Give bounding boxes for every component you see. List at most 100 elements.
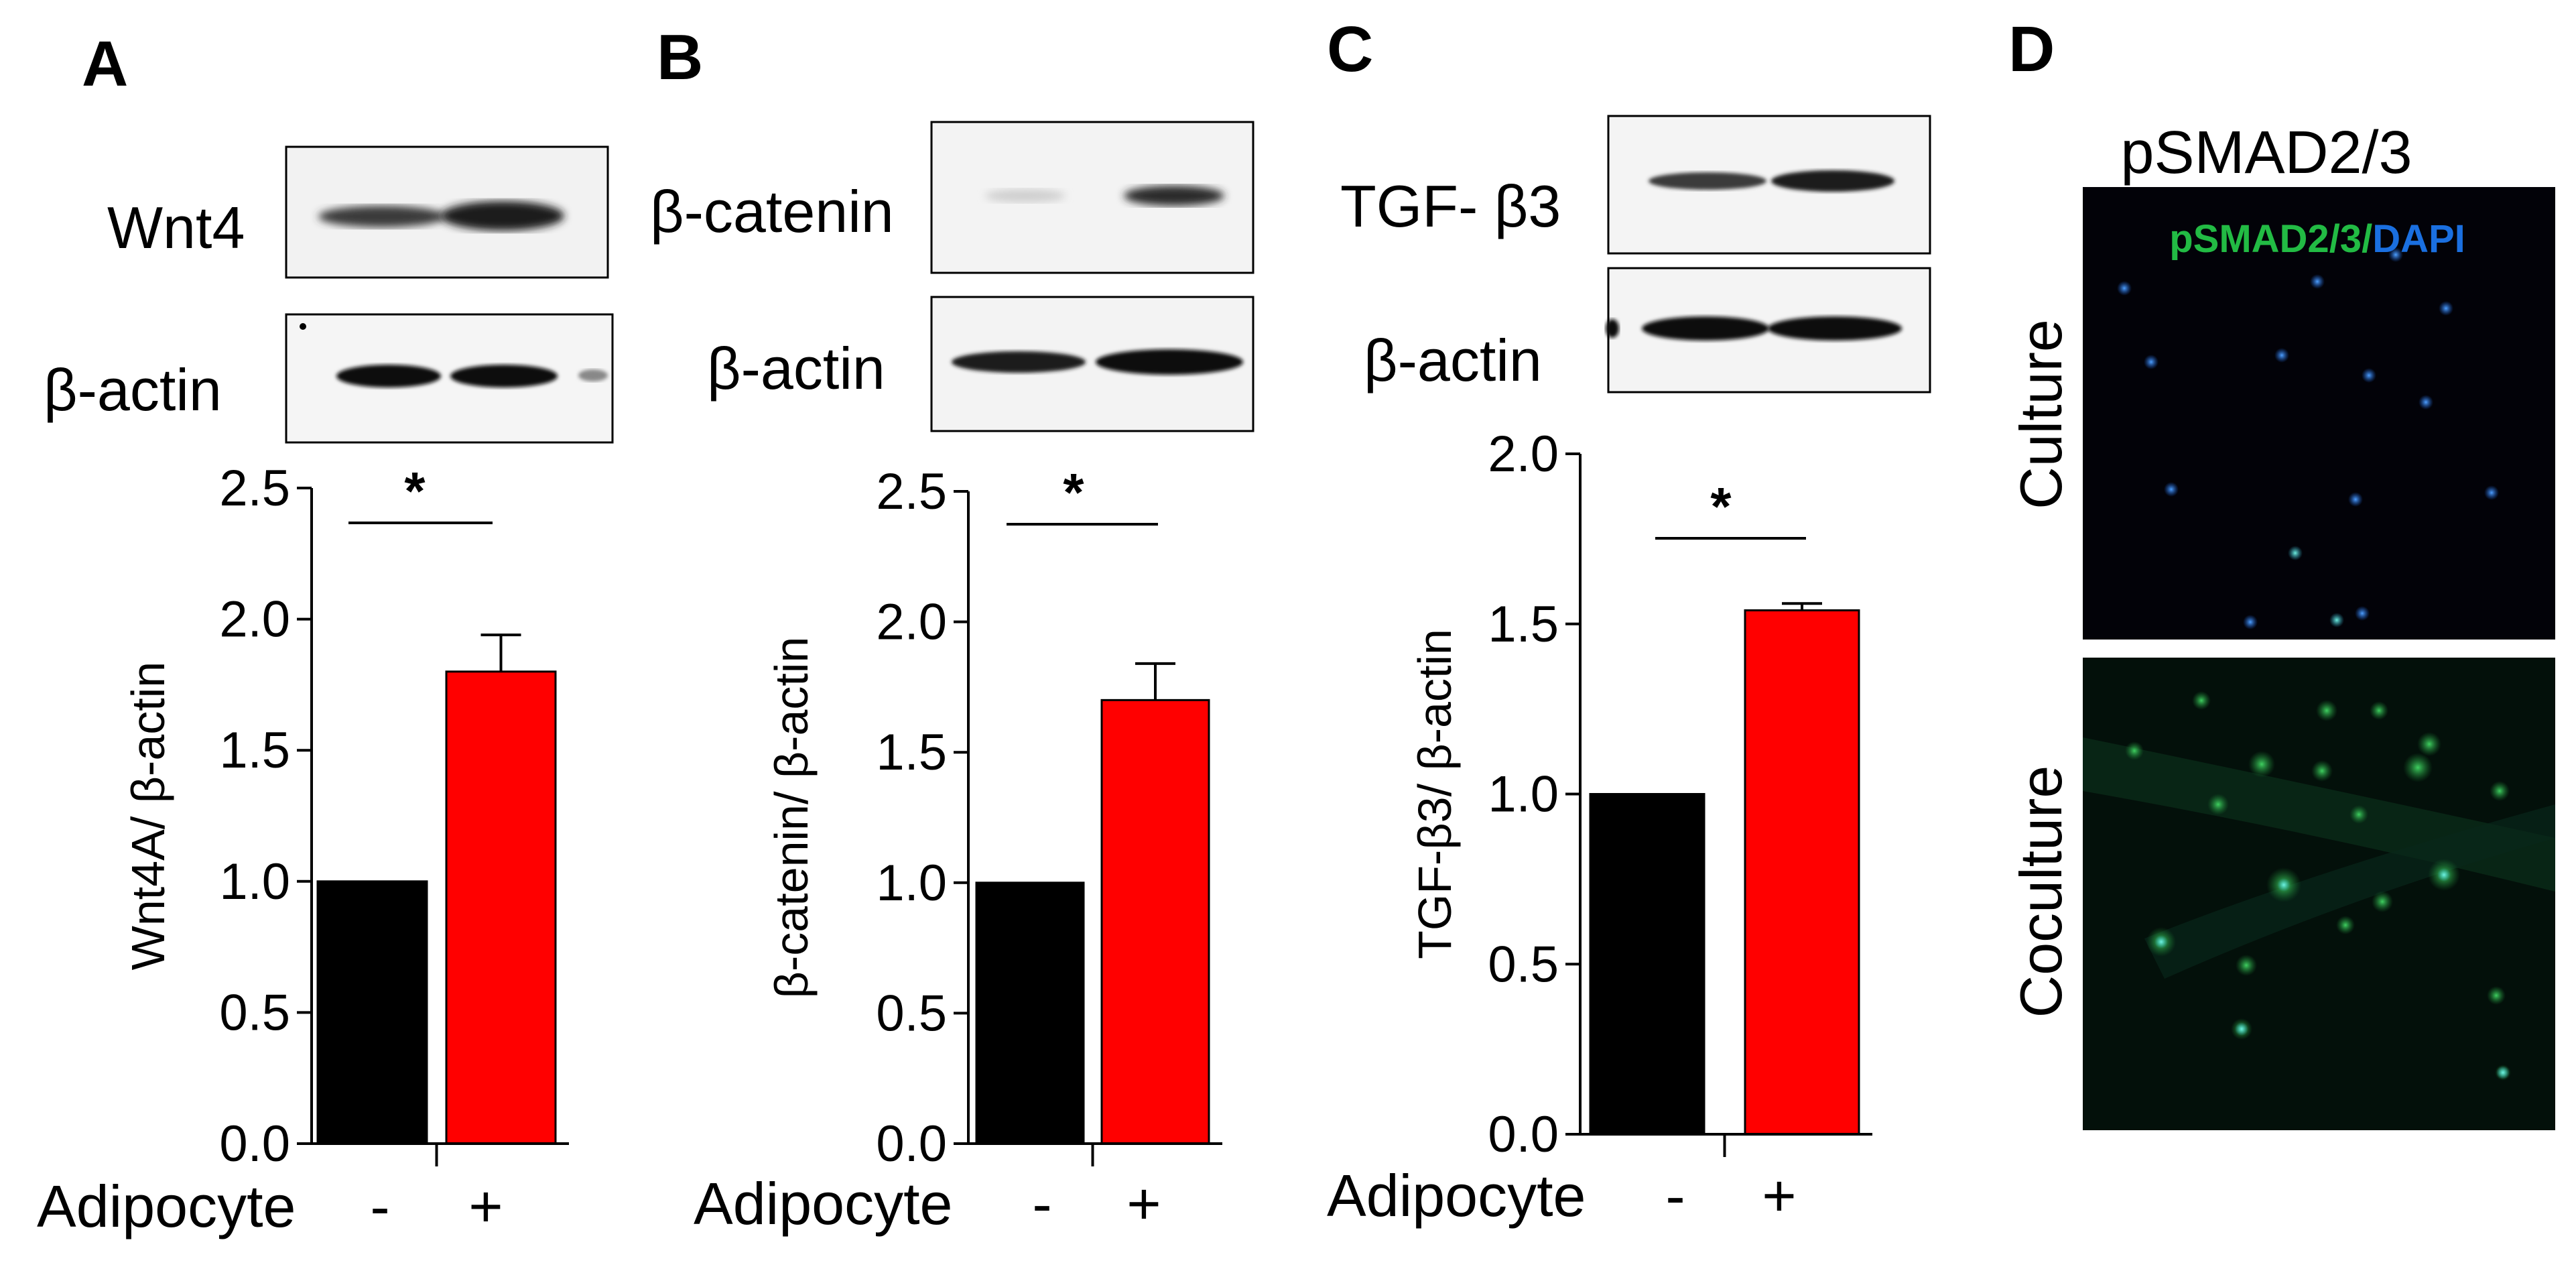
y-tick-label: 2.0: [876, 594, 947, 651]
bar: [975, 882, 1085, 1145]
nucleus-dot: [2164, 482, 2179, 497]
pSMAD-cell: [2487, 986, 2506, 1005]
y-tick-label: 1.5: [876, 724, 947, 781]
nucleus-dot: [2117, 281, 2132, 296]
y-tick-label: 1.5: [1488, 596, 1559, 653]
bar-chart: 0.0 0.5 1.0 1.5 2.0 Adipocyte - + TGF-β3/ β-acti…: [1327, 426, 1872, 1229]
nucleus-dot: [2243, 615, 2258, 629]
y-tick-label: 0.5: [876, 985, 947, 1042]
pSMAD-cell: [2372, 891, 2393, 912]
nucleus-dot: [2274, 348, 2289, 363]
panel-letter: D: [2008, 13, 2055, 85]
nucleus-dot: [2277, 878, 2291, 892]
x-category-label: +: [1762, 1162, 1796, 1229]
significance-star: *: [404, 461, 426, 521]
nucleus-dot: [2310, 274, 2325, 289]
y-tick-label: 1.0: [1488, 766, 1559, 823]
y-tick-label: 2.0: [219, 591, 290, 648]
blot-band: [1124, 186, 1224, 206]
x-axis-label: Adipocyte: [694, 1170, 952, 1237]
blot-label: β-actin: [707, 335, 885, 402]
y-tick-label: 2.0: [1488, 426, 1559, 483]
nucleus-dot: [2437, 868, 2451, 882]
y-tick-label: 0.0: [876, 1115, 947, 1172]
western-blot: Wnt4 β-actin: [44, 145, 614, 444]
blot-band: [985, 189, 1066, 202]
y-tick-label: 2.5: [876, 463, 947, 520]
x-category-label: -: [370, 1173, 389, 1239]
nucleus-dot: [2355, 606, 2370, 621]
bar: [1589, 793, 1705, 1136]
nucleus-dot: [2388, 247, 2403, 262]
legend-separator: /: [2362, 217, 2372, 261]
y-tick-label: 0.5: [219, 984, 290, 1041]
blot-label: β-actin: [44, 357, 222, 423]
row-label-culture: Culture: [2008, 319, 2074, 509]
pSMAD-cell: [2207, 794, 2229, 815]
cells: [2125, 691, 2511, 1081]
panel-letter: C: [1327, 13, 1373, 85]
blot-frame: [285, 313, 614, 444]
pSMAD-cell: [2248, 751, 2275, 778]
panel-b: B β-catenin β-actin 0.0 0.5 1.0 1.5 2.0 2.5 Ad…: [650, 21, 1254, 1237]
nucleus-dot: [2288, 546, 2303, 560]
pSMAD-cell: [2192, 691, 2211, 710]
western-blot: TGF- β3 β-actin: [1340, 115, 1931, 393]
x-category-label: +: [1126, 1170, 1161, 1237]
micrograph-legend: pSMAD2/3/DAPI: [2169, 217, 2465, 261]
row-label-coculture: Coculture: [2008, 766, 2074, 1018]
bar: [316, 880, 428, 1145]
y-axis-label: β-catenin/ β-actin: [765, 637, 818, 999]
micrograph-frame: [2083, 187, 2555, 640]
panel-letter: B: [657, 21, 703, 93]
fiber-haze: [2144, 804, 2555, 979]
nucleus-dot: [2484, 485, 2499, 500]
significance-star: *: [1710, 477, 1732, 536]
y-tick-label: 2.5: [219, 460, 290, 517]
pSMAD-cell: [2403, 753, 2433, 782]
x-axis-label: Adipocyte: [1327, 1162, 1586, 1229]
nucleus-dot: [2419, 395, 2433, 410]
nucleus-dot: [2496, 1066, 2510, 1079]
x-category-label: -: [1665, 1162, 1685, 1229]
bar: [1744, 609, 1860, 1136]
y-tick-label: 0.5: [1488, 936, 1559, 993]
nucleus-dot: [2154, 935, 2168, 949]
blot-band: [1642, 316, 1769, 341]
blot-label: Wnt4: [107, 194, 245, 261]
pSMAD-cell: [2316, 700, 2337, 721]
micrograph-coculture: [2083, 658, 2555, 1130]
blot-band: [1768, 316, 1902, 341]
bar: [1100, 699, 1210, 1145]
blot-band: [1096, 349, 1243, 375]
western-blot: β-catenin β-actin: [650, 121, 1254, 432]
blot-band: [1771, 170, 1894, 192]
panel-d: D pSMAD2/3 pSMAD2/3/DAPI Culture Cocultu…: [2008, 13, 2555, 1130]
blot-band: [336, 365, 441, 387]
blot-band: [578, 369, 608, 381]
blot-label: TGF- β3: [1340, 173, 1561, 239]
nuclei: [2117, 247, 2499, 629]
significance-star: *: [1063, 463, 1084, 522]
y-tick-label: 0.0: [219, 1115, 290, 1172]
bar-chart: 0.0 0.5 1.0 1.5 2.0 2.5 Adipocyte - + Wnt4A/ β-ac…: [37, 460, 569, 1239]
x-axis-label: Adipocyte: [37, 1173, 296, 1239]
x-category-label: -: [1032, 1170, 1051, 1237]
blot-band: [952, 351, 1086, 373]
blot-band: [1649, 172, 1766, 190]
pSMAD-cell: [2417, 732, 2441, 756]
blot-label: β-catenin: [650, 178, 894, 245]
y-axis-label: Wnt4A/ β-actin: [122, 662, 174, 970]
nucleus-dot: [2348, 492, 2363, 507]
y-tick-label: 0.0: [1488, 1106, 1559, 1163]
micrograph-culture: pSMAD2/3/DAPI: [2083, 187, 2555, 640]
blot-speck: [300, 323, 306, 330]
x-category-label: +: [468, 1173, 503, 1239]
pSMAD-cell: [2236, 955, 2257, 976]
panel-letter: A: [82, 28, 128, 100]
nucleus-dot: [2362, 368, 2376, 383]
legend-pSMAD: pSMAD2/3: [2169, 217, 2362, 261]
nucleus-dot: [2235, 1022, 2248, 1036]
panel-a: A Wnt4 β-actin 0.0 0.5 1.0 1.5 2.0 2.5 Adipocy…: [37, 28, 614, 1239]
y-tick-label: 1.5: [219, 722, 290, 779]
